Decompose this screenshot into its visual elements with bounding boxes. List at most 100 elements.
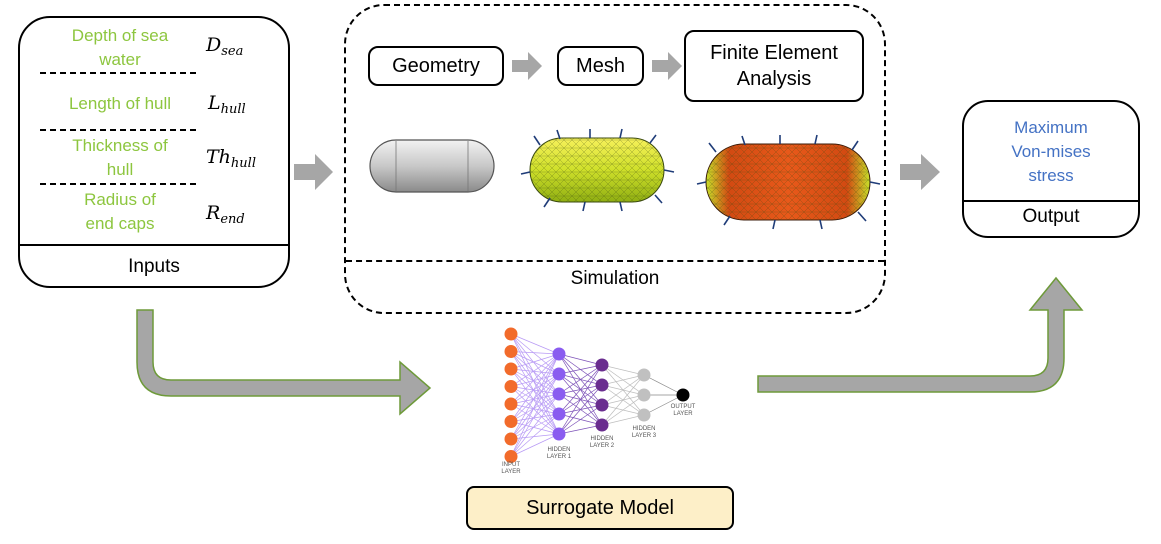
nn-layer-label-hidden1: HIDDEN	[547, 447, 570, 453]
nn-connection	[510, 413, 560, 457]
input-separator-1	[40, 72, 196, 74]
nn-connection	[510, 351, 560, 355]
nn-connection	[601, 374, 645, 386]
step-mesh: Mesh	[557, 46, 644, 86]
nn-connection	[643, 374, 684, 396]
nn-connection	[510, 403, 560, 415]
simulation-panel	[344, 4, 886, 314]
nn-node-hidden2	[595, 398, 609, 412]
nn-connection	[558, 353, 603, 366]
nn-connection	[510, 351, 560, 415]
nn-node-hidden1	[552, 427, 566, 441]
nn-connection	[510, 373, 560, 405]
nn-connection	[510, 353, 560, 405]
nn-connection	[558, 404, 603, 435]
nn-connection	[558, 364, 603, 435]
inputs-divider	[19, 244, 289, 246]
input-symbol-thickness: Thhull	[206, 146, 256, 171]
mesh-to-fea-arrow	[652, 52, 682, 80]
nn-connection	[510, 368, 560, 415]
output-title: Output	[1022, 206, 1080, 227]
nn-connection	[510, 351, 560, 435]
nn-layer-label-input: LAYER	[501, 469, 521, 475]
step-fea: Finite Element Analysis	[684, 30, 864, 102]
nn-layer-label-hidden2: LAYER 2	[590, 443, 615, 449]
nn-connection	[601, 374, 645, 406]
nn-connection	[510, 393, 560, 422]
nn-connection	[510, 393, 560, 440]
nn-connection	[510, 353, 560, 440]
nn-layer-label-hidden3: HIDDEN	[632, 426, 655, 432]
nn-node-hidden1	[552, 387, 566, 401]
inputs-to-surrogate-arrow	[136, 309, 432, 416]
nn-node-hidden2	[595, 418, 609, 432]
nn-node-hidden1	[552, 367, 566, 381]
nn-connection	[510, 386, 560, 415]
output-divider	[963, 200, 1139, 202]
nn-layer-label-hidden2: HIDDEN	[590, 436, 613, 442]
nn-connection	[510, 373, 560, 440]
nn-connection	[510, 353, 560, 370]
nn-connection	[601, 394, 645, 426]
nn-connection	[510, 386, 560, 435]
nn-connection	[510, 413, 560, 422]
nn-connection	[510, 421, 560, 435]
nn-connection	[510, 353, 560, 457]
nn-connection	[510, 368, 560, 435]
nn-node-input	[504, 397, 518, 411]
nn-connection	[510, 433, 560, 457]
nn-node-hidden2	[595, 378, 609, 392]
simulation-divider	[346, 260, 884, 262]
step-geometry: Geometry	[368, 46, 504, 86]
inputs-panel	[18, 16, 290, 288]
nn-node-input	[504, 450, 518, 463]
input-label-depth: Depth of sea water	[71, 26, 169, 69]
nn-node-input	[504, 415, 518, 428]
nn-connection	[510, 393, 560, 405]
nn-connection	[510, 351, 560, 395]
nn-node-input	[504, 432, 518, 446]
nn-connection	[510, 333, 560, 375]
nn-connection	[510, 333, 560, 395]
nn-node-hidden1	[552, 347, 566, 361]
nn-connection	[643, 394, 684, 416]
simulation-title: Simulation	[570, 268, 660, 289]
nn-connection	[558, 424, 603, 435]
nn-connection	[601, 374, 645, 426]
input-separator-3	[40, 183, 196, 185]
hull-mesh-image	[520, 128, 675, 212]
nn-connection	[510, 368, 560, 395]
nn-layer-label-hidden3: LAYER 3	[632, 433, 657, 439]
nn-connection	[510, 353, 560, 387]
nn-connection	[510, 351, 560, 375]
simulation-to-output-arrow	[900, 154, 940, 190]
nn-connection	[601, 364, 645, 376]
nn-connection	[510, 403, 560, 435]
output-panel	[962, 100, 1140, 238]
nn-node-hidden3	[637, 368, 651, 382]
nn-node-hidden3	[637, 408, 651, 422]
nn-node-input	[504, 380, 518, 393]
nn-node-input	[504, 327, 518, 341]
nn-connection	[510, 413, 560, 440]
input-symbol-radius: Rend	[206, 202, 245, 227]
nn-connection	[510, 373, 560, 387]
input-symbol-length: Lhull	[208, 92, 246, 117]
nn-connection	[510, 373, 560, 422]
surrogate-model-box: Surrogate Model	[466, 486, 734, 530]
input-label-length: Length of hull	[68, 94, 172, 113]
nn-node-hidden2	[595, 358, 609, 372]
nn-connection	[510, 433, 560, 440]
nn-node-output	[676, 388, 690, 402]
hull-fea-result-image	[696, 134, 881, 230]
inputs-title: Inputs	[128, 256, 180, 277]
nn-connection	[558, 364, 603, 375]
output-value: Maximum Von-mises stress	[1011, 118, 1091, 185]
input-separator-2	[40, 129, 196, 131]
nn-layer-label-output: OUTPUT	[671, 404, 696, 410]
nn-connection	[510, 373, 560, 457]
nn-layer-label-hidden1: LAYER 1	[547, 454, 572, 460]
